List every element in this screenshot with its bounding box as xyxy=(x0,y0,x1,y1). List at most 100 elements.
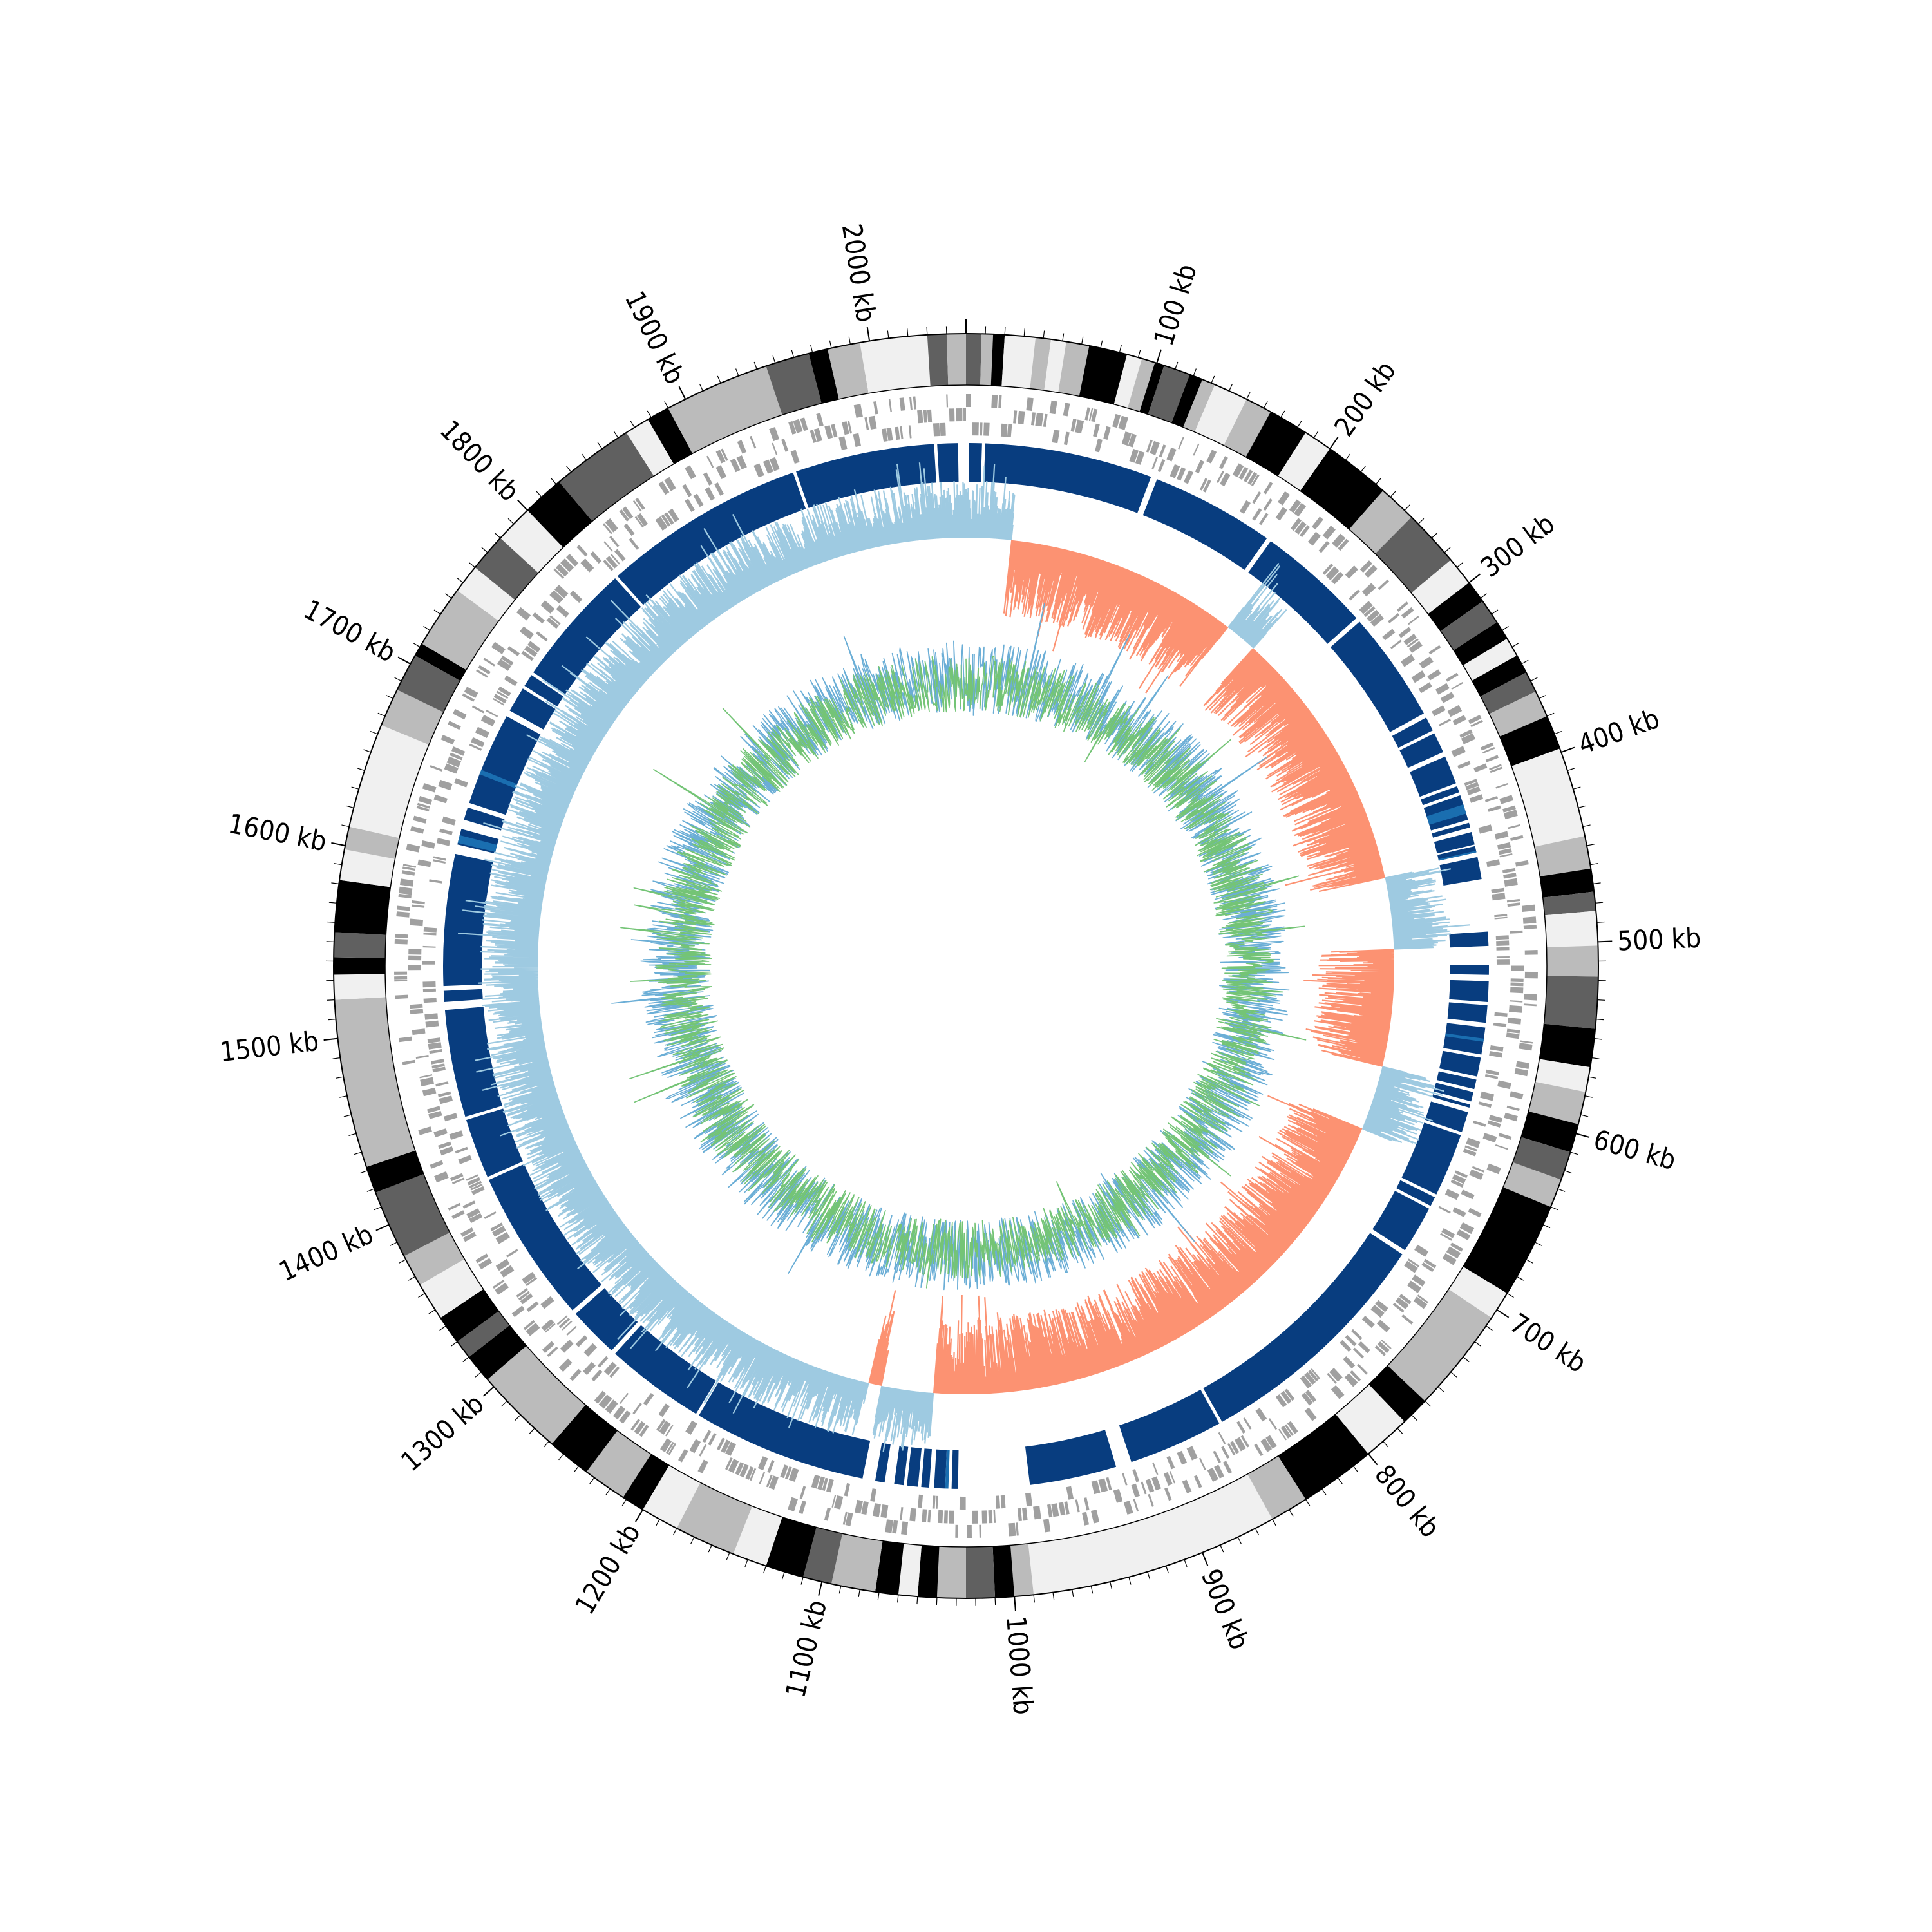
minor-tick xyxy=(1526,1259,1533,1264)
gene-feature xyxy=(610,554,620,565)
band-segment xyxy=(551,1405,618,1472)
gene-feature xyxy=(1217,471,1224,484)
band-segment xyxy=(1521,1111,1578,1153)
minor-tick xyxy=(664,401,669,408)
minor-tick xyxy=(1550,1206,1558,1211)
gene-feature xyxy=(540,600,555,614)
minor-tick xyxy=(582,453,587,460)
gene-feature xyxy=(736,455,747,469)
gene-feature xyxy=(659,1421,671,1435)
band-segment xyxy=(1195,384,1247,446)
minor-tick xyxy=(370,730,378,735)
gene-feature xyxy=(1000,1495,1006,1509)
contig-block xyxy=(1392,717,1433,748)
gene-feature xyxy=(1327,1372,1337,1384)
gene-feature xyxy=(439,828,453,835)
gene-feature xyxy=(560,558,574,573)
gene-feature xyxy=(410,918,423,927)
contig-highlight xyxy=(457,835,497,852)
gene-feature xyxy=(1447,705,1463,717)
gene-feature xyxy=(972,1510,978,1524)
gene-feature xyxy=(583,1343,598,1357)
minor-tick xyxy=(494,532,501,538)
gene-feature xyxy=(423,927,437,933)
band-segment xyxy=(1546,945,1599,977)
band-segment xyxy=(334,974,386,1000)
gene-feature xyxy=(1503,810,1518,820)
contig-block xyxy=(699,1382,871,1479)
gene-feature xyxy=(780,1464,789,1479)
tick-label-100kb: 100 kb xyxy=(1148,260,1203,350)
gene-feature xyxy=(444,763,459,774)
minor-tick xyxy=(1557,1188,1566,1192)
band-segment xyxy=(676,1482,752,1554)
gene-feature xyxy=(478,1258,493,1270)
band-segment xyxy=(1454,622,1508,666)
band-segment xyxy=(1171,374,1203,428)
major-tick xyxy=(375,1224,390,1231)
minor-tick xyxy=(907,328,909,337)
gene-feature xyxy=(1498,1133,1512,1140)
gene-feature xyxy=(1390,639,1402,649)
contig-block xyxy=(1436,1071,1477,1090)
tick-label-1500kb: 1500 kb xyxy=(218,1025,321,1068)
band-segment xyxy=(1028,1474,1273,1595)
gene-feature xyxy=(788,421,797,435)
gene-feature xyxy=(451,746,466,756)
gene-feature xyxy=(1026,397,1034,412)
major-tick xyxy=(818,1581,823,1596)
gene-feature xyxy=(1229,1441,1240,1454)
gene-feature xyxy=(1491,887,1504,893)
contig-highlight xyxy=(945,1450,950,1489)
gene-feature xyxy=(1305,1390,1317,1403)
gene-feature xyxy=(412,1028,426,1036)
gene-feature xyxy=(1496,959,1510,965)
gene-feature xyxy=(1487,1120,1501,1128)
gene-feature xyxy=(1466,786,1481,795)
gene-feature xyxy=(998,395,1002,408)
gene-feature xyxy=(1412,1274,1426,1287)
gene-feature xyxy=(496,690,509,699)
band-segment xyxy=(1511,748,1586,847)
gene-feature xyxy=(1112,413,1121,428)
gene-feature xyxy=(469,1180,482,1189)
gene-feature xyxy=(1113,1488,1123,1503)
contig-block xyxy=(489,1164,601,1311)
gene-feature xyxy=(1193,443,1200,456)
band-segment xyxy=(917,1545,940,1598)
gene-feature xyxy=(1058,1502,1066,1516)
gene-feature xyxy=(762,459,773,474)
tick-label-400kb: 400 kb xyxy=(1574,703,1663,761)
gene-feature xyxy=(1375,1300,1388,1312)
band-segment xyxy=(586,1430,651,1498)
band-segment xyxy=(488,1345,586,1444)
gene-feature xyxy=(1311,1368,1321,1379)
gene-feature xyxy=(439,1095,453,1104)
gene-feature xyxy=(450,1173,464,1182)
gene-feature xyxy=(394,980,408,982)
gene-feature xyxy=(1247,471,1258,485)
band-segment xyxy=(334,997,415,1167)
gene-feature xyxy=(799,1501,806,1514)
contig-highlight xyxy=(1426,804,1466,825)
tick-label-500kb: 500 kb xyxy=(1616,922,1701,957)
gene-feature xyxy=(1438,719,1451,726)
gene-feature xyxy=(1151,1476,1161,1491)
gene-feature xyxy=(1450,1179,1464,1188)
gene-feature xyxy=(1232,463,1244,478)
band-segment xyxy=(1183,379,1215,432)
gene-feature xyxy=(630,1419,640,1431)
gene-feature xyxy=(1151,457,1158,470)
gene-feature xyxy=(1507,824,1520,829)
minor-tick xyxy=(1480,593,1487,599)
minor-tick xyxy=(1586,844,1595,846)
gene-feature xyxy=(1524,950,1538,955)
gene-feature xyxy=(1259,513,1269,526)
gene-feature xyxy=(666,1441,674,1454)
gene-feature xyxy=(522,1272,536,1284)
gene-feature xyxy=(750,435,757,449)
gene-feature xyxy=(1493,1023,1507,1027)
minor-tick xyxy=(354,1151,362,1155)
gene-feature xyxy=(448,1202,461,1211)
